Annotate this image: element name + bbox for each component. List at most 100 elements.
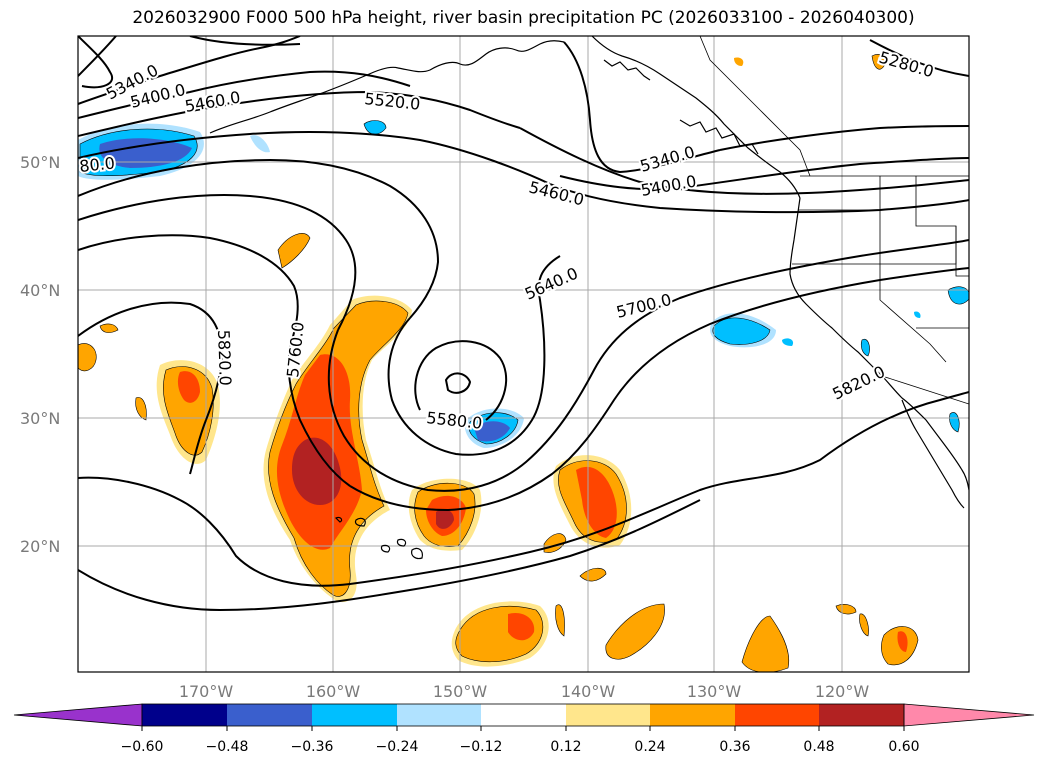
contour-5340-w bbox=[78, 36, 301, 105]
precip-blob-west-dot2 bbox=[135, 397, 147, 421]
lon-label-170w: 170°W bbox=[179, 682, 234, 701]
colorbar-segment bbox=[397, 704, 481, 726]
contour-5460-w bbox=[78, 90, 521, 137]
precip-blob-south6 bbox=[835, 604, 857, 615]
contour-trough-w bbox=[78, 158, 440, 319]
island-niihau bbox=[334, 516, 343, 523]
colorbar-tick-labels: −0.60 −0.48 −0.36 −0.24 −0.12 0.12 0.24 … bbox=[121, 739, 920, 755]
graticule bbox=[78, 36, 969, 672]
contour-gap-w bbox=[189, 419, 207, 475]
colorbar-outline bbox=[141, 703, 905, 727]
islands-kodiak bbox=[603, 59, 651, 81]
lon-label-120w: 120°W bbox=[815, 682, 870, 701]
precip-neg-coast3 bbox=[949, 412, 960, 433]
precip-blob-ne-small bbox=[871, 54, 886, 70]
precip-blob-mid-red bbox=[576, 466, 617, 538]
precip-shading bbox=[78, 54, 969, 672]
contour-5460-e bbox=[519, 127, 969, 195]
coast-us-west bbox=[789, 197, 969, 491]
border-ca-nv bbox=[879, 264, 947, 363]
contour-ridge-w bbox=[78, 194, 357, 331]
map-frame bbox=[77, 35, 970, 673]
colorbar-segment bbox=[312, 704, 397, 726]
lat-label-50n: 50°N bbox=[20, 153, 60, 172]
contour-north-b bbox=[78, 36, 113, 89]
precip-blob-south5 bbox=[555, 604, 565, 637]
precip-blob-central-dark bbox=[292, 437, 342, 505]
precip-blob-south3 bbox=[741, 615, 790, 672]
contour-low-center bbox=[444, 372, 472, 394]
label-5820-w: 5820.0 bbox=[214, 329, 235, 386]
colorbar-ticks bbox=[141, 726, 905, 731]
contour-5400-w bbox=[78, 70, 411, 119]
colorbar-left-extension bbox=[13, 703, 143, 727]
lon-label-160w: 160°W bbox=[306, 682, 361, 701]
colorbar-segment bbox=[142, 704, 227, 726]
colorbar-tick-label: −0.60 bbox=[121, 739, 164, 755]
precip-blob-south1-red bbox=[508, 612, 535, 641]
contour-5400-e bbox=[559, 157, 969, 191]
precip-neg-coast4 bbox=[914, 311, 921, 318]
precip-neg-coast2 bbox=[860, 338, 870, 357]
border-alaska-canada bbox=[699, 36, 811, 177]
colorbar-tick-label: 0.48 bbox=[803, 739, 834, 755]
precip-neg-east-cyan bbox=[712, 317, 771, 345]
label-80: 80.0 bbox=[78, 153, 115, 176]
colorbar-tick-label: −0.36 bbox=[291, 739, 334, 755]
contour-5820-w bbox=[78, 301, 224, 421]
colorbar-tick-label: 0.60 bbox=[888, 739, 919, 755]
lat-axis: 50°N 40°N 30°N 20°N bbox=[20, 153, 60, 556]
colorbar-right-extension bbox=[903, 703, 1035, 727]
coast-gulf-alaska bbox=[591, 36, 801, 199]
colorbar-segment bbox=[650, 704, 735, 726]
coast-aleutians bbox=[209, 66, 399, 134]
contour-5760 bbox=[287, 339, 351, 487]
lon-axis: 170°W 160°W 150°W 140°W 130°W 120°W bbox=[179, 682, 870, 701]
precip-blob-south2 bbox=[605, 603, 665, 660]
lat-label-40n: 40°N bbox=[20, 281, 60, 300]
contour-5640-inner bbox=[387, 255, 561, 456]
colorbar-tick-label: −0.12 bbox=[460, 739, 503, 755]
precip-blob-north-ext bbox=[277, 233, 311, 269]
contour-north-mid bbox=[189, 36, 301, 46]
contour-north-a bbox=[78, 36, 117, 77]
colorbar-tick-label: 0.36 bbox=[719, 739, 750, 755]
precip-blob-west-dot bbox=[99, 323, 119, 333]
height-contours bbox=[78, 36, 969, 612]
precip-neg-aleutian bbox=[363, 120, 387, 135]
island-hawaii bbox=[411, 547, 423, 560]
colorbar-tick-label: −0.24 bbox=[376, 739, 419, 755]
border-id-mt bbox=[915, 176, 969, 277]
contour-5580 bbox=[414, 340, 508, 421]
island-oahu bbox=[380, 544, 391, 553]
contour-low bbox=[78, 234, 299, 341]
island-kauai bbox=[354, 517, 366, 527]
colorbar-segment bbox=[227, 704, 312, 726]
map-title: 2026032900 F000 500 hPa height, river ba… bbox=[132, 8, 915, 28]
lon-label-130w: 130°W bbox=[687, 682, 742, 701]
precip-neg-northwest-blue bbox=[99, 138, 192, 168]
contour-ne-bowl bbox=[563, 41, 721, 174]
contour-5280 bbox=[869, 39, 969, 77]
lon-label-140w: 140°W bbox=[561, 682, 616, 701]
precip-neg-coast1 bbox=[947, 286, 969, 305]
contour-5700 bbox=[349, 267, 969, 512]
colorbar-segment bbox=[566, 704, 650, 726]
precip-blob-hawaii-dark bbox=[436, 509, 454, 529]
precip-blob-south8 bbox=[579, 567, 607, 582]
colorbar: −0.60 −0.48 −0.36 −0.24 −0.12 0.12 0.24 … bbox=[13, 703, 1035, 755]
map-panel bbox=[78, 36, 969, 672]
colorbar-tick-label: 0.24 bbox=[634, 739, 665, 755]
contour-5640 bbox=[327, 239, 969, 492]
lat-label-30n: 30°N bbox=[20, 409, 60, 428]
contour-5820-e bbox=[78, 391, 969, 587]
border-us-mexico bbox=[881, 375, 969, 405]
contour-5340-e bbox=[719, 125, 969, 151]
colorbar-segment bbox=[481, 704, 566, 726]
lon-label-150w: 150°W bbox=[433, 682, 488, 701]
precip-blob-west-small bbox=[78, 343, 97, 372]
precip-blob-west-red bbox=[177, 371, 200, 403]
contour-5520 bbox=[78, 131, 969, 214]
colorbar-segment bbox=[819, 704, 904, 726]
